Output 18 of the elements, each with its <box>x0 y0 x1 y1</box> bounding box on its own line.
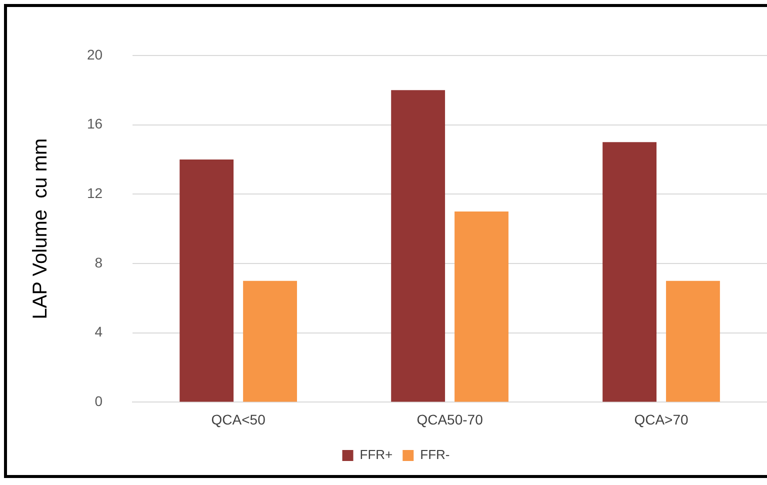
bar <box>391 90 446 402</box>
y-tick-label: 4 <box>94 324 103 340</box>
y-axis-title: LAP Volume cu mm <box>30 138 52 320</box>
y-tick-label: 16 <box>86 116 103 132</box>
x-tick-label: QCA50-70 <box>416 411 484 428</box>
y-tick-label: 8 <box>94 254 103 270</box>
legend-label: FFR- <box>420 447 450 462</box>
bar <box>243 280 297 402</box>
y-tick-label: 12 <box>86 184 103 201</box>
bar <box>602 142 657 402</box>
y-tick-label: 0 <box>94 393 103 410</box>
x-tick-label: QCA>70 <box>634 411 689 428</box>
bar <box>666 280 720 402</box>
x-tick-label: QCA<50 <box>211 411 266 428</box>
bar <box>180 159 234 402</box>
bar <box>454 211 508 402</box>
legend-label: FFR+ <box>360 447 393 462</box>
y-tick-label: 20 <box>86 46 103 62</box>
